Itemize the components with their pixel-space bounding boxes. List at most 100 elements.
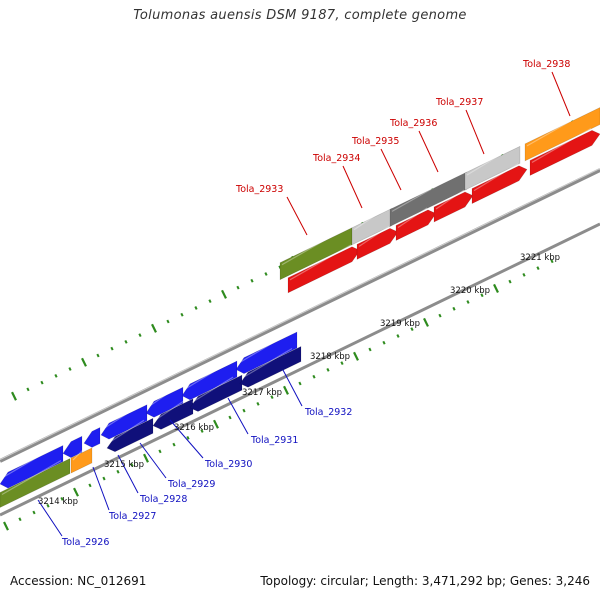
outer-tick bbox=[54, 373, 58, 378]
reverse-gene-label: Tola_2929 bbox=[167, 479, 215, 490]
outer-tick bbox=[138, 333, 142, 337]
inner-tick bbox=[410, 327, 414, 332]
reverse-gene-label: Tola_2930 bbox=[204, 459, 252, 470]
outer-tick bbox=[68, 367, 72, 371]
inner-tick bbox=[298, 381, 302, 386]
reverse-cds bbox=[62, 435, 83, 458]
scale-label: 3220 kbp bbox=[450, 286, 490, 296]
forward-cds bbox=[471, 165, 528, 205]
reverse-gene-callout bbox=[117, 454, 139, 494]
forward-gene-callout bbox=[286, 196, 308, 236]
inner-tick bbox=[353, 351, 359, 361]
forward-gene-callout bbox=[380, 148, 402, 191]
inner-tick bbox=[452, 306, 456, 311]
forward-cds-gloss bbox=[358, 225, 390, 247]
reverse-cds-dark-gloss bbox=[241, 347, 293, 379]
reverse-cds-dark-gloss bbox=[191, 376, 234, 403]
scale-label: 3215 kbp bbox=[104, 460, 144, 470]
reverse-cds-dark-gloss bbox=[108, 419, 145, 444]
outer-tick bbox=[221, 289, 227, 299]
reverse-gene-label: Tola_2931 bbox=[250, 435, 298, 446]
inner-tick bbox=[270, 395, 274, 399]
reverse-gene-label: Tola_2926 bbox=[61, 537, 109, 548]
inner-tick bbox=[550, 259, 554, 264]
outer-tick bbox=[96, 353, 100, 358]
inner-tick bbox=[73, 487, 79, 497]
inner-tick bbox=[493, 283, 499, 293]
accession-text: Accession: NC_012691 bbox=[10, 574, 147, 588]
forward-cds bbox=[395, 209, 437, 241]
outer-tick bbox=[194, 306, 198, 310]
reverse-gene-callout bbox=[139, 442, 167, 479]
forward-gene-label: Tola_2934 bbox=[312, 153, 360, 164]
outer-tick bbox=[151, 323, 157, 333]
inner-tick bbox=[60, 497, 64, 501]
outer-tick bbox=[124, 340, 128, 344]
outer-tick bbox=[40, 380, 44, 385]
rna-feature-gloss bbox=[1, 460, 62, 496]
inner-tick bbox=[368, 347, 372, 352]
forward-gene-label: Tola_2935 bbox=[351, 136, 399, 147]
inner-tick bbox=[326, 368, 330, 372]
other-feature-gloss bbox=[72, 449, 84, 461]
inner-tick bbox=[382, 340, 386, 345]
inner-tick bbox=[256, 401, 260, 406]
inner-tick bbox=[158, 449, 162, 454]
forward-cds-gloss bbox=[531, 127, 592, 163]
outer-tick bbox=[180, 312, 184, 317]
inner-tick bbox=[312, 374, 316, 379]
reverse-gene-callout bbox=[227, 397, 249, 435]
inner-tick bbox=[18, 517, 22, 522]
outer-tick bbox=[236, 285, 240, 290]
scale-label: 3214 kbp bbox=[38, 497, 78, 507]
genome-backbone-highlight bbox=[0, 168, 600, 460]
scale-label: 3218 kbp bbox=[310, 352, 350, 362]
inner-tick bbox=[88, 483, 92, 488]
pseudo-feature-gloss bbox=[391, 173, 459, 212]
forward-gene-label: Tola_2938 bbox=[522, 59, 570, 70]
scale-label: 3217 kbp bbox=[242, 388, 282, 398]
scale-label: 3216 kbp bbox=[174, 423, 214, 433]
inner-tick bbox=[423, 317, 429, 327]
inner-tick bbox=[340, 361, 344, 366]
inner-tick bbox=[130, 463, 134, 467]
reverse-gene-label: Tola_2927 bbox=[108, 511, 156, 522]
forward-cds-gloss bbox=[473, 163, 519, 192]
rna-feature-gloss bbox=[281, 229, 344, 266]
inner-tick bbox=[213, 419, 219, 429]
reverse-gene-callout bbox=[169, 419, 204, 459]
scale-label: 3219 kbp bbox=[380, 319, 420, 329]
inner-tick bbox=[522, 272, 526, 277]
inner-tick bbox=[102, 476, 106, 481]
map-title: Tolumonas auensis DSM 9187, complete gen… bbox=[133, 8, 467, 23]
reverse-cds-dark bbox=[239, 346, 302, 388]
forward-cds bbox=[356, 228, 399, 260]
reverse-gene-callout bbox=[92, 466, 110, 511]
other-feature-gloss bbox=[526, 108, 592, 147]
reverse-cds-gloss bbox=[1, 446, 55, 479]
forward-cds-gloss bbox=[289, 244, 352, 281]
callout-layer bbox=[37, 71, 571, 537]
pseudo-feature-gloss bbox=[466, 147, 512, 176]
pseudo-feature bbox=[464, 145, 521, 191]
forward-gene-callout bbox=[418, 130, 439, 173]
outer-tick bbox=[11, 391, 17, 401]
reverse-cds-gloss bbox=[237, 333, 289, 365]
inner-tick bbox=[396, 334, 400, 338]
forward-gene-label: Tola_2936 bbox=[389, 118, 437, 129]
inner-tick bbox=[172, 442, 176, 447]
genome-backbone-inner bbox=[0, 222, 600, 517]
inner-tick bbox=[116, 469, 120, 474]
outer-tick bbox=[81, 357, 87, 367]
forward-cds-gloss bbox=[397, 207, 428, 228]
reverse-cds-gloss bbox=[102, 406, 139, 430]
reverse-gene-callout bbox=[282, 369, 303, 407]
outer-tick bbox=[26, 387, 30, 392]
forward-gene-callout bbox=[342, 165, 363, 209]
inner-tick bbox=[143, 453, 149, 463]
inner-tick bbox=[438, 313, 442, 318]
inner-tick bbox=[508, 279, 512, 284]
inner-tick bbox=[480, 293, 484, 298]
reverse-gene-label: Tola_2932 bbox=[304, 407, 352, 418]
